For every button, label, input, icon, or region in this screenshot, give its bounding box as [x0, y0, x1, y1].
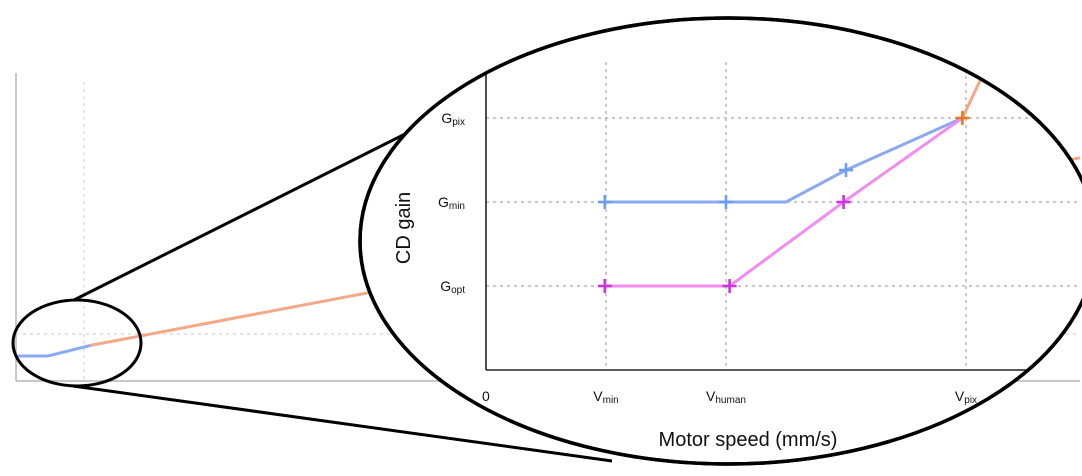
overview-line-blue: [16, 343, 91, 358]
y-axis-title: CD gain: [393, 192, 415, 264]
data-point-s2-3: [836, 195, 851, 209]
data-point-s2-2: [722, 279, 737, 293]
data-point-s1-3: [839, 163, 853, 178]
zoom-source-ellipse: [11, 298, 143, 388]
zoom-detail-ellipse-outline: [358, 16, 1082, 466]
data-point-s3-1: [955, 111, 970, 125]
x-axis-title: Motor speed (mm/s): [659, 429, 838, 451]
series-line-2: [604, 116, 964, 288]
series-line-1: [604, 116, 964, 204]
zoom-connector-lower: [72, 384, 613, 463]
data-point-s1-1: [597, 195, 612, 209]
data-point-s1-2: [719, 195, 733, 209]
zoom-connector-upper: [73, 108, 454, 302]
origin-label: 0: [482, 388, 490, 404]
data-point-s2-1: [597, 279, 612, 293]
